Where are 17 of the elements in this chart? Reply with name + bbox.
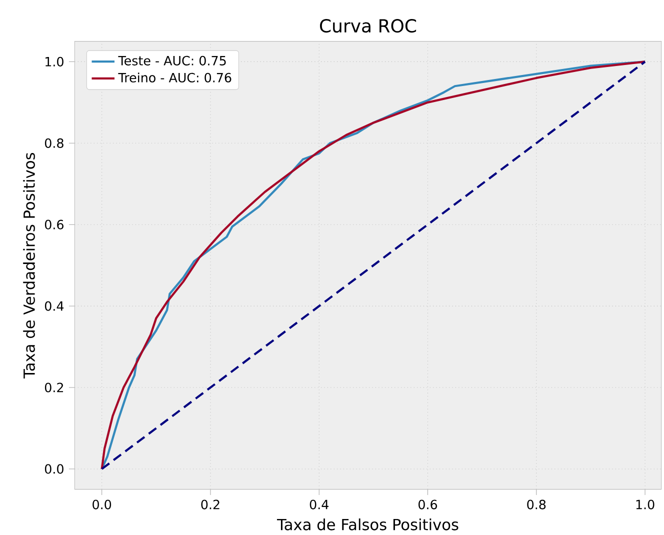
y-tick-label: 0.2 xyxy=(44,382,64,392)
legend-label: Teste - AUC: 0.75 xyxy=(118,56,226,66)
y-tick-label: 1.0 xyxy=(46,57,64,67)
chart-title: Curva ROC xyxy=(320,19,416,33)
y-tick-label: 0.8 xyxy=(44,138,64,148)
y-axis-title: Taxa de Verdadeiros Positivos xyxy=(23,153,35,379)
x-tick-label: 0.6 xyxy=(418,500,438,510)
y-tick-label: 0.0 xyxy=(44,464,64,474)
x-tick-label: 0.2 xyxy=(201,500,220,510)
x-axis-title: Taxa de Falsos Positivos xyxy=(276,518,458,530)
x-tick-label: 0.0 xyxy=(92,500,112,510)
x-tick-label: 0.8 xyxy=(527,500,546,510)
x-tick-label: 1.0 xyxy=(636,500,654,510)
y-tick-label: 0.4 xyxy=(44,301,64,312)
y-tick-label: 0.6 xyxy=(44,220,64,230)
legend-label: Treino - AUC: 0.76 xyxy=(118,72,232,83)
x-tick-label: 0.4 xyxy=(310,500,328,510)
